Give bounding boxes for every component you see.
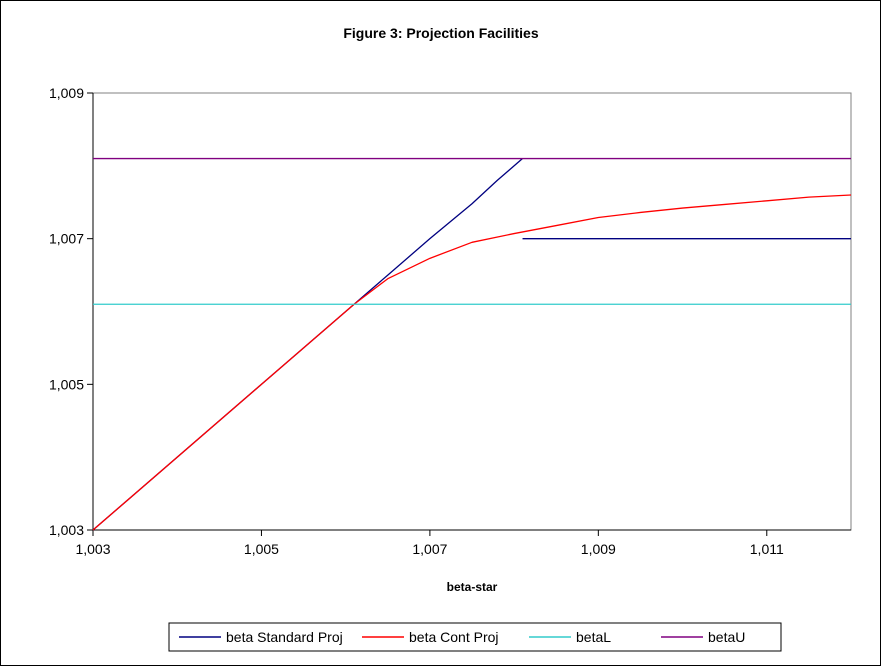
chart-title: Figure 3: Projection Facilities	[343, 25, 538, 41]
y-tick-label: 1,009	[49, 85, 84, 101]
x-tick-label: 1,011	[750, 541, 784, 557]
y-tick-label: 1,003	[49, 522, 84, 538]
y-tick-label: 1,005	[49, 376, 84, 392]
legend-label-beta-cont-proj: beta Cont Proj	[409, 629, 499, 645]
legend-label-beta-standard-proj: beta Standard Proj	[226, 629, 343, 645]
legend-label-betal: betaL	[576, 629, 611, 645]
x-axis-title: beta-star	[447, 580, 498, 594]
legend: beta Standard Proj beta Cont Proj betaL bet…	[168, 622, 782, 652]
x-axis-ticks: 1,003 1,005 1,007 1,009 1,011	[75, 530, 784, 557]
x-tick-label: 1,003	[75, 541, 110, 557]
plot-area	[92, 92, 852, 531]
legend-label-betau: betaU	[708, 629, 745, 645]
series-layer	[92, 157, 852, 531]
x-tick-label: 1,005	[244, 541, 279, 557]
x-tick-label: 1,009	[581, 541, 616, 557]
y-axis-ticks: 1,003 1,005 1,007 1,009	[49, 85, 93, 538]
y-tick-label: 1,007	[49, 231, 84, 247]
x-tick-label: 1,007	[412, 541, 447, 557]
series-line-beta-cont-proj	[92, 194, 852, 531]
legend-items: beta Standard Proj beta Cont Proj betaL bet…	[179, 629, 745, 645]
